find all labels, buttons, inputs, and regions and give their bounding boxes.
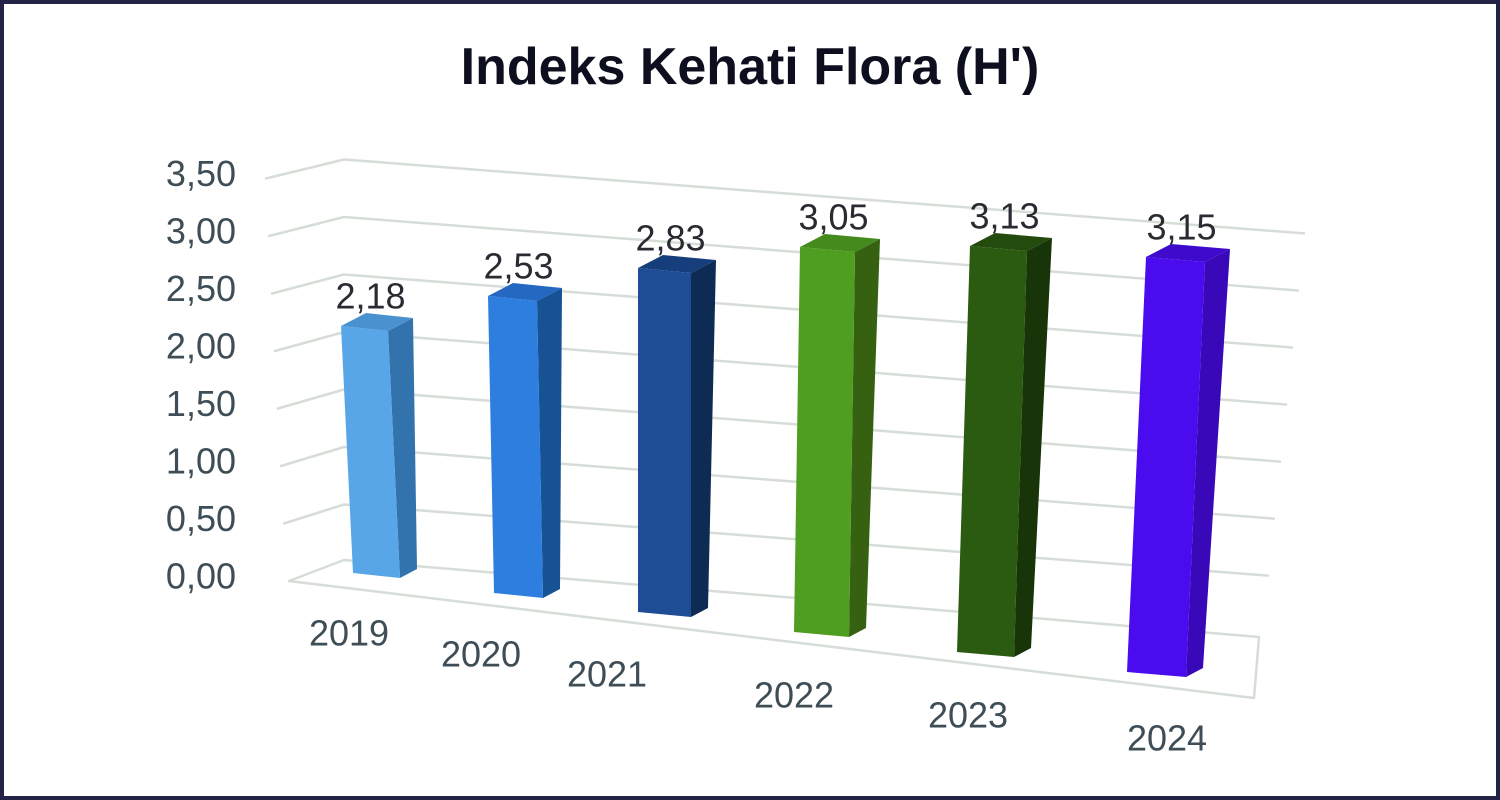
bar-2022-top-face (800, 234, 880, 252)
y-tick-label-2,50: 2,50 (166, 268, 236, 309)
x-axis-label-2022: 2022 (754, 675, 834, 716)
y-tick-label-2,00: 2,00 (166, 326, 236, 367)
x-axis-label-2020: 2020 (441, 634, 521, 675)
bar-2021-top-face (638, 255, 716, 273)
bar-2019-top-face (341, 313, 413, 331)
bar-2024-top-face (1146, 244, 1230, 262)
value-label-2024: 3,15 (1146, 207, 1216, 248)
y-tick-label-1,50: 1,50 (166, 383, 236, 424)
floor-outline (287, 558, 1261, 700)
bar-2020-front-face (488, 296, 543, 598)
bar-2023-top-face (970, 233, 1052, 251)
bar-2021-front-face (638, 268, 691, 617)
y-tick-label-3,50: 3,50 (166, 153, 236, 194)
bar-chart-3d-canvas: 0,00 0,50 1,00 1,50 2,00 2,50 3,00 3,50 2,18 2,53… (166, 153, 1306, 759)
chart-title: Indeks Kehati Flora (H') (460, 38, 1040, 96)
gridline-1,50 (276, 388, 1282, 463)
x-axis-label-2023: 2023 (928, 695, 1008, 736)
x-axis-label-2019: 2019 (309, 613, 389, 654)
bar-2022-side-face (849, 239, 880, 637)
bar-2024-side-face (1186, 249, 1230, 677)
bar-2019-side-face (388, 318, 417, 578)
gridline-3,50 (264, 158, 1306, 235)
x-axis-label-2024: 2024 (1127, 718, 1207, 759)
gridline-0,50 (282, 503, 1270, 577)
bar-2020-top-face (488, 283, 562, 301)
y-tick-label-0,50: 0,50 (166, 498, 236, 539)
x-axis-label-2021: 2021 (567, 654, 647, 695)
value-label-2022: 3,05 (798, 197, 868, 238)
value-label-2020: 2,53 (483, 246, 553, 287)
gridline-2,00 (273, 330, 1288, 406)
value-label-2021: 2,83 (635, 218, 705, 259)
bar-2023-front-face (957, 246, 1027, 657)
value-label-2019: 2,18 (335, 276, 405, 317)
gridline-2,50 (270, 273, 1294, 349)
y-tick-label-3,00: 3,00 (166, 211, 236, 252)
y-tick-label-1,00: 1,00 (166, 441, 236, 482)
bar-2020-side-face (537, 288, 562, 598)
bar-2021-side-face (691, 260, 716, 617)
bar-2022-front-face (794, 247, 855, 637)
bar-2019-front-face (341, 326, 400, 578)
value-label-2023: 3,13 (969, 196, 1039, 237)
y-tick-label-0,00: 0,00 (166, 556, 236, 597)
bar-2023-side-face (1014, 238, 1052, 657)
gridline-1,00 (279, 445, 1276, 520)
bar-2024-front-face (1127, 257, 1205, 677)
